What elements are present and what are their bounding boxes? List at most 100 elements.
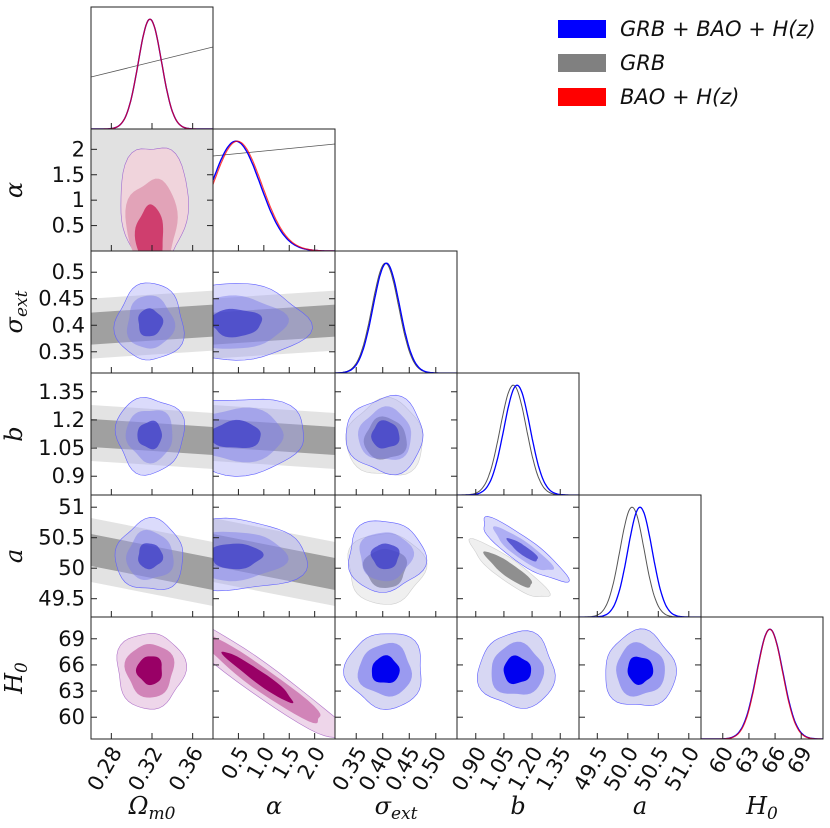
y-tick-label-H0: 69 bbox=[58, 627, 85, 651]
panel-sigma_ext-vs-Om bbox=[90, 250, 214, 374]
contour-1sigma bbox=[503, 655, 532, 685]
y-tick-label-sigma_ext: 0.4 bbox=[52, 313, 85, 337]
legend-swatch-1 bbox=[558, 54, 606, 72]
y-tick-label-a: 50 bbox=[58, 556, 85, 580]
panel-b-vs-sigma_ext bbox=[334, 372, 458, 496]
legend: GRB + BAO + H(z) GRB BAO + H(z) bbox=[558, 17, 816, 109]
baoh-marginal-alpha bbox=[213, 140, 335, 251]
grb-marginal-sigma_ext bbox=[335, 262, 457, 373]
x-axis-label-b: b bbox=[510, 792, 525, 820]
panel-Om-vs-Om bbox=[90, 6, 214, 130]
contour-1sigma bbox=[138, 543, 164, 570]
y-tick-label-sigma_ext: 0.35 bbox=[38, 340, 85, 364]
panel-a-vs-a bbox=[578, 494, 702, 618]
legend-swatch-0 bbox=[558, 20, 606, 38]
contour-1sigma bbox=[138, 308, 164, 337]
contour-1sigma bbox=[370, 543, 400, 570]
panel-frame bbox=[700, 616, 824, 740]
legend-label-2: BAO + H(z) bbox=[620, 85, 739, 109]
panel-sigma_ext-vs-sigma_ext bbox=[334, 250, 458, 374]
y-axis-label-b: b bbox=[0, 426, 28, 441]
panel-b-vs-b bbox=[456, 372, 580, 496]
legend-swatch-2 bbox=[558, 88, 606, 106]
x-axis-label-Om: Ωm0 bbox=[128, 792, 176, 824]
panel-a-vs-Om bbox=[90, 494, 214, 618]
x-axis-label-sigma_ext: σext bbox=[375, 792, 418, 824]
x-tick-label-Om: 0.32 bbox=[123, 743, 167, 796]
contour-1sigma bbox=[506, 538, 538, 562]
contour-3sigma bbox=[213, 283, 313, 361]
panel-b-vs-alpha bbox=[212, 372, 336, 496]
y-tick-label-a: 49.5 bbox=[38, 587, 85, 611]
contour-1sigma bbox=[135, 656, 162, 686]
contour-1sigma bbox=[213, 543, 264, 570]
joint-marginal-sigma_ext bbox=[335, 262, 457, 373]
panel-sigma_ext-vs-alpha bbox=[212, 250, 336, 374]
panel-a-vs-sigma_ext bbox=[334, 494, 458, 618]
panel-a-vs-b bbox=[456, 494, 580, 618]
baoh-marginal-H0 bbox=[701, 628, 823, 739]
contour-1sigma bbox=[627, 656, 654, 685]
y-tick-label-alpha: 0.5 bbox=[52, 214, 85, 238]
y-axis-label-sigma_ext: σext bbox=[0, 290, 32, 333]
y-tick-label-b: 1.05 bbox=[38, 436, 85, 460]
y-axis-label-H0: H0 bbox=[0, 662, 32, 695]
panel-b-vs-Om bbox=[90, 372, 214, 496]
y-tick-label-b: 0.9 bbox=[52, 464, 85, 488]
x-axis-label-a: a bbox=[633, 792, 647, 820]
y-axis-label-alpha: α bbox=[0, 182, 28, 198]
y-tick-label-H0: 66 bbox=[58, 653, 85, 677]
panel-frame bbox=[334, 250, 458, 374]
y-tick-label-a: 50.5 bbox=[38, 526, 85, 550]
y-tick-label-alpha: 1.5 bbox=[52, 163, 85, 187]
joint-marginal-Om bbox=[91, 18, 213, 129]
baoh-marginal-Om bbox=[91, 18, 213, 129]
contour-1sigma bbox=[213, 308, 263, 338]
panel-H0-vs-alpha bbox=[212, 616, 336, 740]
x-axis-label-alpha: α bbox=[266, 792, 282, 820]
grb-1sigma-contour bbox=[483, 551, 533, 588]
grb-marginal-Om bbox=[91, 46, 213, 78]
grb-marginal-alpha bbox=[213, 143, 335, 157]
x-tick-label-alpha: 2.0 bbox=[293, 743, 330, 784]
contour-1sigma bbox=[221, 651, 294, 704]
panel-alpha-vs-Om bbox=[90, 128, 214, 252]
y-tick-label-H0: 60 bbox=[58, 705, 85, 729]
y-tick-label-alpha: 2 bbox=[72, 137, 85, 161]
grb-marginal-b bbox=[457, 384, 579, 495]
y-tick-label-H0: 63 bbox=[58, 679, 85, 703]
y-tick-label-sigma_ext: 0.45 bbox=[38, 287, 85, 311]
joint-marginal-b bbox=[457, 384, 579, 495]
y-tick-label-alpha: 1 bbox=[72, 188, 85, 212]
contour-1sigma bbox=[134, 204, 164, 251]
x-tick-label-Om: 0.36 bbox=[164, 743, 208, 796]
panel-frame bbox=[212, 128, 336, 252]
contour-1sigma bbox=[371, 420, 400, 449]
panel-H0-vs-b bbox=[456, 616, 580, 740]
grb-marginal-a bbox=[579, 506, 701, 617]
x-axis-label-H0: H0 bbox=[745, 792, 778, 824]
x-tick-label-Om: 0.28 bbox=[83, 743, 127, 796]
panel-H0-vs-H0 bbox=[700, 616, 824, 740]
contour-1sigma bbox=[137, 420, 162, 450]
legend-label-1: GRB bbox=[620, 51, 665, 75]
x-tick-label-a: 51.0 bbox=[660, 743, 704, 796]
panel-alpha-vs-alpha bbox=[212, 128, 336, 252]
joint-marginal-alpha bbox=[213, 140, 335, 251]
panel-frame bbox=[90, 6, 214, 130]
contour-1sigma bbox=[213, 419, 261, 448]
legend-label-0: GRB + BAO + H(z) bbox=[620, 17, 816, 41]
panel-H0-vs-Om bbox=[90, 616, 214, 740]
x-tick-label-H0: 69 bbox=[783, 743, 817, 778]
y-tick-label-sigma_ext: 0.5 bbox=[52, 260, 85, 284]
joint-marginal-a bbox=[579, 506, 701, 617]
y-tick-label-b: 1.2 bbox=[52, 408, 85, 432]
panel-H0-vs-sigma_ext bbox=[334, 616, 458, 740]
y-axis-label-a: a bbox=[0, 549, 28, 563]
y-tick-label-b: 1.35 bbox=[38, 380, 85, 404]
panel-frame bbox=[578, 494, 702, 618]
y-tick-label-a: 51 bbox=[58, 495, 85, 519]
panel-H0-vs-a bbox=[578, 616, 702, 740]
panel-a-vs-alpha bbox=[212, 494, 336, 618]
